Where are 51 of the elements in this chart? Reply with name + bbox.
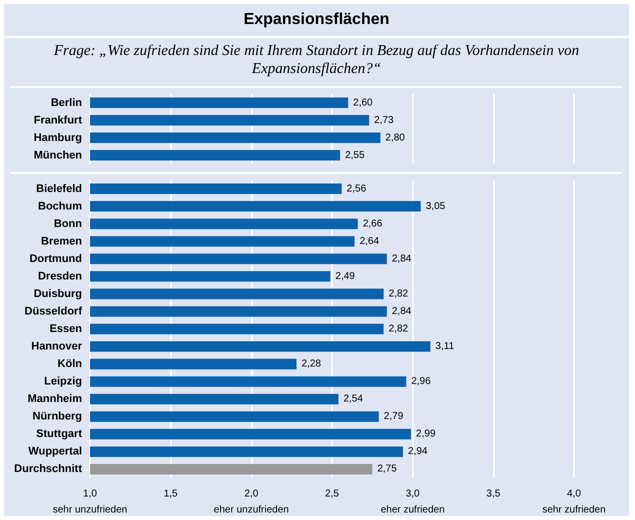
x-tick-label: 1,0 sehr unzufrieden bbox=[52, 488, 128, 516]
data-label: 3,11 bbox=[435, 341, 455, 352]
data-label: 2,84 bbox=[392, 253, 412, 264]
data-label: 2,84 bbox=[392, 306, 412, 317]
y-tick-label: Frankfurt bbox=[34, 114, 82, 126]
data-label: 2,49 bbox=[335, 270, 356, 282]
y-tick-label: Düsseldorf bbox=[24, 305, 82, 318]
data-label: 2,60 bbox=[353, 97, 374, 108]
chart-subtitle: Frage: „Wie zufrieden sind Sie mit Ihrem Standort in Bezug auf das Vorhandensein von Expansionsflächen?“ bbox=[52, 42, 580, 78]
y-tick-label: Stuttgart bbox=[36, 428, 82, 440]
data-label: 2,64 bbox=[360, 236, 380, 247]
y-tick-label: Essen bbox=[50, 323, 82, 335]
data-label: 3,05 bbox=[426, 200, 446, 212]
data-label: 2,55 bbox=[345, 150, 365, 161]
data-label: 2,75 bbox=[377, 464, 398, 475]
x-tick-label: 3,5 bbox=[486, 488, 501, 500]
data-label: 2,82 bbox=[388, 324, 409, 334]
data-label: 2,96 bbox=[411, 376, 432, 388]
y-tick-label: München bbox=[34, 149, 82, 162]
data-label: 2,80 bbox=[385, 132, 406, 144]
y-tick-label: Hannover bbox=[31, 340, 83, 353]
data-label: 2,28 bbox=[302, 358, 322, 370]
y-tick-label: Bielefeld bbox=[36, 182, 82, 195]
x-tick-label: 2,5 bbox=[325, 488, 340, 500]
y-tick-label: Mannheim bbox=[28, 393, 82, 406]
y-tick-label: Duisburg bbox=[34, 288, 82, 300]
y-tick-label: Durchschnitt bbox=[14, 463, 82, 476]
chart-title: Expansionsflächen bbox=[4, 4, 629, 38]
data-label: 2,66 bbox=[362, 218, 383, 230]
data-label: 2,79 bbox=[384, 411, 404, 422]
x-tick-label: 2,0 eher unzufrieden bbox=[214, 488, 289, 516]
x-tick-label: 4,0 sehr zufrieden bbox=[542, 488, 606, 516]
y-tick-label: Nürnberg bbox=[32, 410, 82, 423]
y-tick-label: Bremen bbox=[41, 235, 82, 248]
y-tick-label: Dortmund bbox=[29, 252, 82, 265]
y-tick-label: Wuppertal bbox=[28, 446, 82, 458]
y-tick-label: Berlin bbox=[50, 96, 82, 109]
x-tick-label: 3,0 eher zufrieden bbox=[380, 488, 445, 516]
data-label: 2,56 bbox=[346, 183, 367, 194]
y-tick-label: Dresden bbox=[38, 270, 82, 282]
y-tick-label: Leipzig bbox=[44, 376, 82, 388]
data-label: 2,73 bbox=[374, 114, 394, 126]
y-tick-label: Hamburg bbox=[34, 132, 82, 144]
y-tick-label: Köln bbox=[58, 358, 82, 370]
x-tick-label: 1,5 bbox=[164, 488, 178, 500]
y-tick-label: Bochum bbox=[38, 200, 82, 212]
data-label: 2,94 bbox=[408, 446, 428, 458]
data-label: 2,99 bbox=[416, 428, 436, 440]
data-label: 2,54 bbox=[343, 394, 364, 405]
y-tick-label: Bonn bbox=[54, 218, 82, 230]
data-label: 2,82 bbox=[388, 288, 409, 300]
